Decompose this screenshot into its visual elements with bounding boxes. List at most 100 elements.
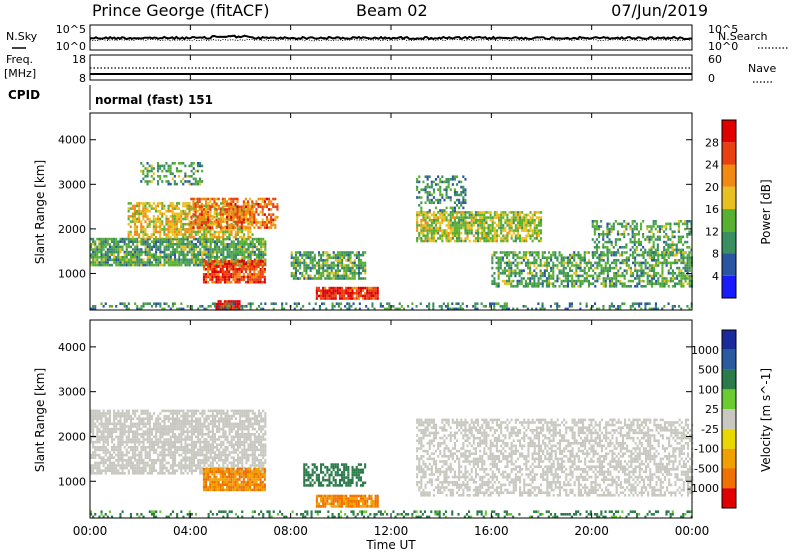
heatmap-cell — [447, 196, 450, 199]
heatmap-cell — [209, 209, 212, 213]
heatmap-cell — [341, 256, 344, 259]
heatmap-cell — [247, 302, 250, 305]
heatmap-cell — [535, 234, 538, 238]
heatmap-cell — [251, 280, 254, 284]
heatmap-cell — [171, 204, 174, 208]
heatmap-cell — [180, 230, 183, 234]
heatmap-cell — [531, 307, 534, 311]
heatmap-cell — [615, 307, 618, 311]
heatmap-cell — [550, 274, 553, 278]
heatmap-cell — [238, 308, 241, 311]
heatmap-cell — [524, 279, 527, 283]
heatmap-cell — [215, 308, 218, 311]
heatmap-cell — [100, 256, 103, 259]
heatmap-cell — [430, 231, 433, 235]
heatmap-cell — [115, 430, 118, 433]
heatmap-cell — [501, 272, 504, 275]
heatmap-cell — [611, 277, 614, 280]
heatmap-cell — [127, 215, 130, 218]
heatmap-cell — [117, 446, 120, 449]
heatmap-cell — [336, 274, 339, 278]
heatmap-cell — [497, 269, 500, 272]
heatmap-cell — [439, 188, 442, 191]
heatmap-cell — [619, 305, 622, 308]
heatmap-cell — [297, 251, 300, 254]
heatmap-cell — [161, 215, 164, 218]
heatmap-cell — [497, 274, 500, 278]
heatmap-cell — [437, 183, 440, 186]
heatmap-cell — [163, 256, 166, 259]
heatmap-cell — [453, 226, 456, 230]
heatmap-cell — [627, 259, 630, 262]
heatmap-cell — [94, 451, 97, 454]
heatmap-cell — [215, 280, 218, 284]
heatmap-cell — [92, 469, 95, 472]
heatmap-cell — [249, 243, 252, 246]
heatmap-cell — [121, 440, 124, 444]
heatmap-cell — [479, 239, 482, 243]
heatmap-cell — [240, 275, 243, 279]
heatmap-cell — [474, 305, 477, 308]
heatmap-cell — [458, 193, 461, 197]
heatmap-cell — [458, 211, 461, 214]
heatmap-cell — [228, 308, 231, 311]
heatmap-cell — [117, 261, 120, 264]
heatmap-cell — [656, 238, 659, 241]
heatmap-cell — [236, 278, 239, 281]
heatmap-cell — [209, 228, 212, 231]
heatmap-cell — [437, 201, 440, 204]
heatmap-cell — [500, 216, 503, 219]
heatmap-cell — [326, 297, 329, 300]
heatmap-cell — [650, 225, 653, 228]
heatmap-cell — [616, 233, 619, 236]
heatmap-cell — [108, 430, 111, 433]
heatmap-cell — [529, 237, 532, 240]
heatmap-cell — [92, 430, 95, 433]
heatmap-cell — [566, 274, 569, 278]
heatmap-cell — [133, 228, 136, 231]
heatmap-cell — [186, 175, 189, 178]
heatmap-cell — [100, 430, 103, 433]
heatmap-cell — [238, 221, 241, 224]
heatmap-cell — [585, 305, 588, 308]
heatmap-cell — [564, 261, 567, 265]
heatmap-cell — [98, 248, 101, 251]
heatmap-cell — [192, 162, 195, 165]
heatmap-cell — [218, 240, 221, 243]
heatmap-cell — [318, 251, 321, 254]
heatmap-cell — [127, 240, 130, 243]
heatmap-cell — [264, 243, 267, 246]
heatmap-cell — [464, 198, 467, 202]
heatmap-cell — [653, 274, 656, 278]
heatmap-cell — [234, 213, 237, 216]
heatmap-cell — [470, 226, 473, 230]
heatmap-cell — [315, 289, 318, 292]
heatmap-cell — [633, 302, 636, 305]
heatmap-cell — [650, 259, 653, 262]
heatmap-cell — [416, 239, 419, 243]
heatmap-cell — [148, 263, 151, 267]
heatmap-cell — [115, 453, 118, 457]
heatmap-cell — [239, 248, 242, 251]
heatmap-cell — [627, 279, 630, 283]
heatmap-cell — [182, 233, 185, 236]
heatmap-cell — [90, 427, 93, 431]
heatmap-cell — [351, 272, 354, 275]
heatmap-cell — [171, 237, 174, 241]
heatmap-cell — [161, 180, 164, 183]
heatmap-cell — [249, 260, 252, 263]
heatmap-cell — [686, 233, 689, 236]
heatmap-cell — [209, 215, 212, 218]
heatmap-cell — [144, 248, 147, 251]
heatmap-cell — [102, 440, 105, 444]
heatmap-cell — [245, 250, 248, 254]
heatmap-cell — [199, 164, 202, 168]
heatmap-cell — [621, 274, 624, 278]
heatmap-cell — [255, 265, 258, 268]
heatmap-cell — [230, 262, 233, 266]
heatmap-cell — [294, 272, 297, 275]
heatmap-cell — [180, 258, 183, 262]
heatmap-cell — [531, 239, 534, 243]
heatmap-cell — [163, 248, 166, 251]
heatmap-cell — [679, 240, 682, 244]
